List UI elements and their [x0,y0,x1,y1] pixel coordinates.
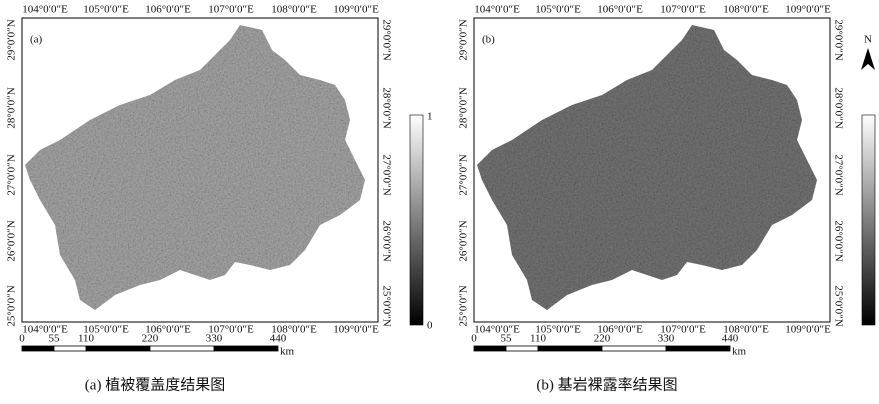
lat-label-right: 29°0′0″N [380,19,392,60]
panel-label: (a) [30,34,43,46]
lat-label-left: 27°0′0″N [458,154,470,195]
lon-label-top: 107°0′0″E [660,4,706,16]
scale-segment [150,346,214,351]
colorbar [410,115,423,325]
scale-label: 0 [471,333,477,345]
lat-label-right: 26°0′0″N [380,220,392,261]
lon-label-top: 104°0′0″E [474,4,520,16]
scale-segment [602,346,666,351]
scale-segment [86,346,150,351]
map-panel: (b)104°0′0″E104°0′0″E105°0′0″E105°0′0″E1… [458,4,879,394]
lon-label-top: 107°0′0″E [208,4,254,16]
panel-label: (b) [482,34,495,46]
lon-label-top: 105°0′0″E [535,4,581,16]
lon-label-bottom: 104°0′0″E [474,324,520,336]
scale-segment [666,346,730,351]
scale-segment [54,346,86,351]
lon-label-top: 105°0′0″E [83,4,129,16]
scale-label: 110 [530,333,547,345]
caption: (b) 基岩裸露率结果图 [536,376,677,393]
map-panel: (a)104°0′0″E104°0′0″E105°0′0″E105°0′0″E1… [6,4,433,394]
scale-unit: km [732,346,747,358]
scale-label: 440 [722,333,739,345]
lon-label-top: 104°0′0″E [22,4,68,16]
scale-label: 110 [78,333,95,345]
lat-label-right: 27°0′0″N [380,154,392,195]
colorbar-min: 0 [427,320,433,332]
lon-label-top: 106°0′0″E [597,4,643,16]
scale-segment [474,346,506,351]
scale-unit: km [280,346,295,358]
lat-label-right: 25°0′0″N [832,285,844,326]
scale-label: 220 [594,333,611,345]
caption: (a) 植被覆盖度结果图 [85,376,225,393]
scale-label: 55 [49,333,61,345]
scale-segment [214,346,278,351]
lat-label-left: 26°0′0″N [458,220,470,261]
lon-label-top: 109°0′0″E [333,4,379,16]
lat-label-right: 26°0′0″N [832,220,844,261]
lat-label-right: 28°0′0″N [380,87,392,128]
lat-label-left: 28°0′0″N [6,87,18,128]
figure: (a) 104°0′0″E 104°0′0″E 105°0′0″E 105°0′0″E 1… [0,0,879,404]
colorbar [862,115,875,325]
scale-label: 220 [142,333,159,345]
lon-label-bottom: 109°0′0″E [785,324,831,336]
scale-segment [538,346,602,351]
scale-label: 330 [658,333,675,345]
scale-label: 55 [501,333,513,345]
scale-label: 330 [206,333,223,345]
lon-label-bottom: 109°0′0″E [333,324,379,336]
scale-label: 0 [19,333,25,345]
lon-label-top: 108°0′0″E [723,4,769,16]
lat-label-left: 25°0′0″N [458,285,470,326]
lat-label-right: 29°0′0″N [832,19,844,60]
lat-label-right: 27°0′0″N [832,154,844,195]
scale-segment [22,346,54,351]
colorbar-max: 1 [427,111,433,123]
north-arrow [861,48,875,70]
scale-label: 440 [270,333,287,345]
lat-label-left: 26°0′0″N [6,220,18,261]
lat-label-right: 28°0′0″N [832,87,844,128]
lat-label-left: 29°0′0″N [458,19,470,60]
lon-label-top: 108°0′0″E [271,4,317,16]
lon-label-top: 109°0′0″E [785,4,831,16]
lat-label-left: 29°0′0″N [6,19,18,60]
lon-label-top: 106°0′0″E [145,4,191,16]
lat-label-left: 28°0′0″N [458,87,470,128]
north-label: N [864,34,872,46]
scale-segment [506,346,538,351]
lat-label-left: 27°0′0″N [6,154,18,195]
lon-label-bottom: 104°0′0″E [22,324,68,336]
lat-label-left: 25°0′0″N [6,285,18,326]
lat-label-right: 25°0′0″N [380,285,392,326]
